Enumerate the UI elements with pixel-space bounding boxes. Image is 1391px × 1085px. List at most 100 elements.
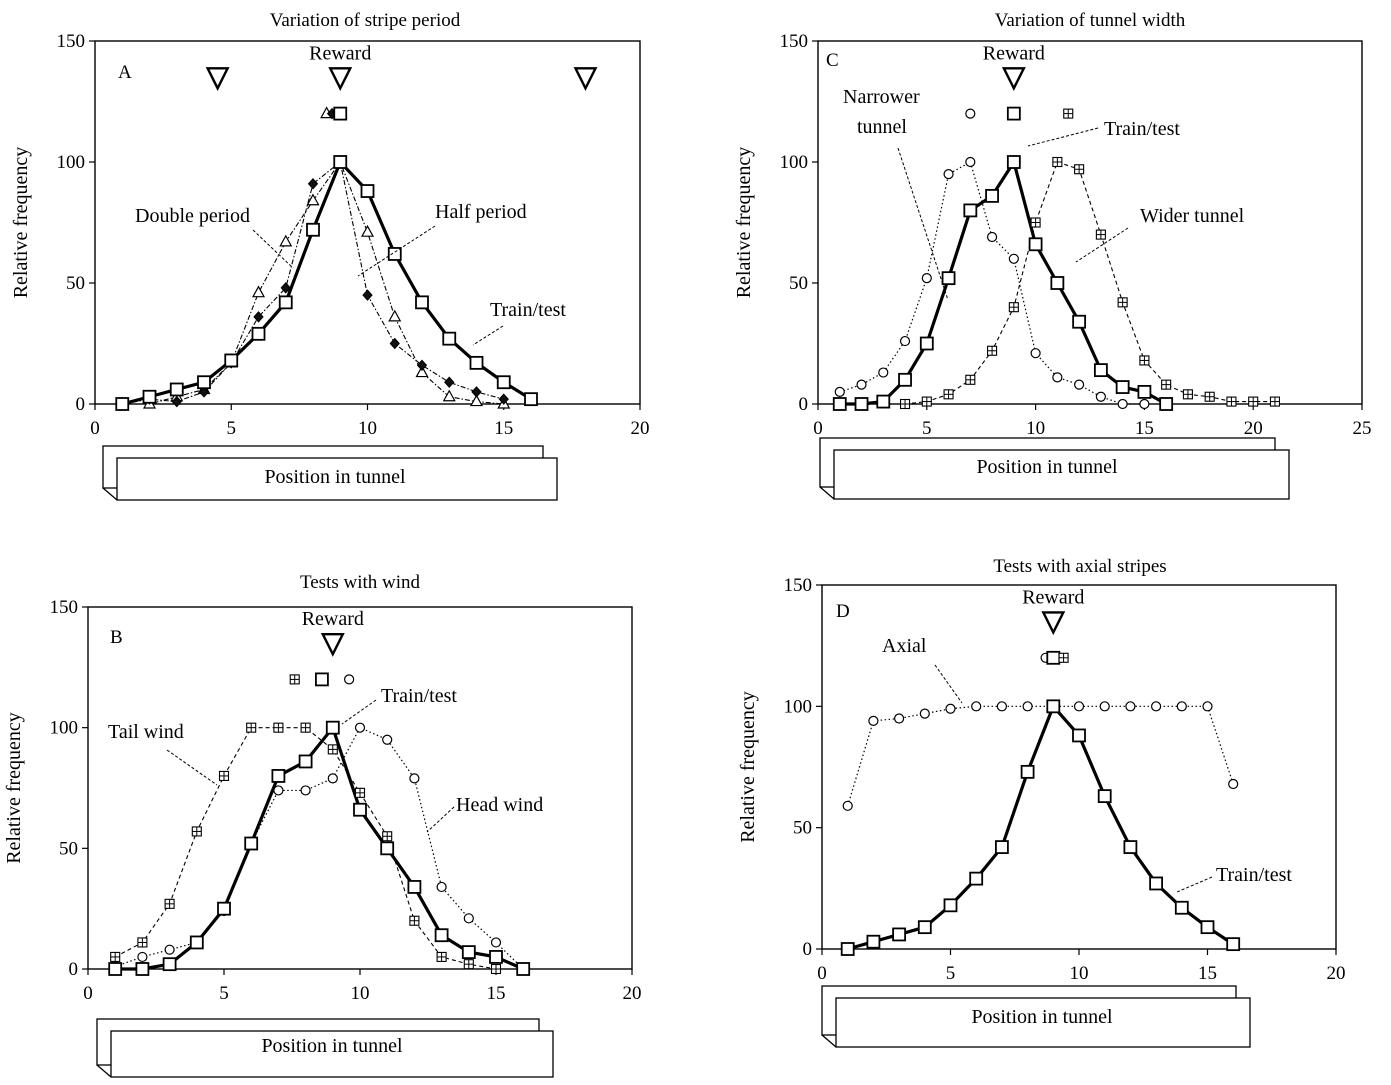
data-point (1028, 237, 1043, 252)
data-point (1139, 398, 1150, 410)
data-point (963, 203, 978, 218)
y-axis-label: Relative frequency (10, 147, 32, 299)
annotation-text: Double period (135, 205, 250, 227)
data-point (898, 372, 912, 387)
data-point (354, 787, 366, 798)
y-tick-label: 150 (57, 31, 86, 52)
data-point (1204, 391, 1215, 402)
series-markers-boxplus (110, 722, 502, 975)
data-point (985, 188, 999, 203)
data-point (965, 374, 976, 385)
chart-title: Variation of tunnel width (995, 10, 1186, 31)
y-axis-label: Relative frequency (733, 147, 755, 299)
data-point (1046, 699, 1061, 714)
data-point (108, 962, 123, 976)
annotation-text: Train/test (1104, 118, 1180, 140)
mean-marker (1058, 652, 1069, 663)
chart-title: Tests with wind (300, 572, 421, 593)
data-point (1123, 840, 1138, 854)
x-tick-label: 10 (1026, 418, 1045, 439)
annotation-leader (1176, 876, 1213, 893)
annotation-text: Wider tunnel (1140, 205, 1245, 227)
series-markers-circle (842, 701, 1239, 811)
reward-label: Reward (302, 608, 364, 630)
data-point (198, 386, 210, 398)
tunnel-box-edge (96, 1064, 112, 1078)
data-point (273, 722, 284, 733)
data-point (496, 375, 511, 390)
data-point (1052, 372, 1063, 383)
chart-panel-d: Tests with axial stripes 0 50 100 150 0 5 10 15 2… (737, 556, 1346, 1048)
y-tick-label: 150 (50, 597, 79, 618)
series-line (122, 160, 504, 405)
data-point (137, 951, 148, 963)
tunnel-box-edge (819, 486, 835, 500)
data-point (409, 915, 420, 926)
data-point (943, 389, 954, 400)
x-tick-label: 5 (227, 418, 237, 439)
x-tick-label: 0 (813, 418, 823, 439)
annotation-text: Train/test (1216, 864, 1292, 886)
annotation-leader (1027, 127, 1099, 147)
data-point (415, 295, 429, 310)
annotation-leader (934, 664, 963, 704)
data-point (987, 345, 998, 356)
annotation-leader (472, 325, 504, 346)
data-point (325, 720, 340, 735)
data-point (1020, 764, 1035, 779)
data-point (866, 934, 881, 949)
data-point (407, 880, 422, 894)
x-tick-label: 15 (1135, 418, 1154, 439)
data-point (832, 397, 847, 411)
annotation-leader (357, 225, 436, 277)
x-tick-label: 0 (83, 983, 93, 1004)
data-point (516, 962, 531, 976)
data-point (1008, 302, 1019, 313)
data-point (110, 951, 121, 962)
data-point (1099, 701, 1110, 712)
data-point (164, 944, 175, 955)
y-tick-label: 50 (793, 818, 812, 839)
y-tick-label: 0 (69, 959, 79, 980)
annotation-leader (897, 147, 949, 301)
data-point (489, 950, 503, 964)
series-line (839, 161, 1145, 405)
data-point (1030, 217, 1041, 228)
x-tick-label: 0 (817, 963, 827, 984)
data-point (1115, 380, 1130, 394)
data-point (306, 193, 320, 206)
y-tick-label: 50 (59, 838, 78, 859)
x-tick-label: 20 (631, 418, 650, 439)
data-point (1202, 701, 1213, 712)
y-axis-label: Relative frequency (3, 712, 25, 864)
reward-marker (1001, 67, 1026, 91)
data-point (941, 271, 956, 286)
annotation-leader (341, 699, 377, 725)
data-point (1137, 384, 1152, 399)
data-point (409, 773, 420, 784)
mean-marker (1006, 106, 1021, 121)
reward-marker (1041, 611, 1066, 636)
data-point (224, 353, 239, 368)
mean-marker (1046, 650, 1061, 665)
data-point (1117, 297, 1128, 308)
data-point (362, 289, 373, 301)
data-point (189, 935, 204, 950)
x-tick-label: 25 (1353, 418, 1372, 439)
data-point (969, 871, 984, 886)
data-point (842, 800, 853, 811)
data-point (1125, 701, 1136, 712)
x-tick-label: 20 (1244, 418, 1263, 439)
annotation-text: tunnel (857, 116, 907, 138)
reward-label: Reward (309, 42, 371, 64)
annotation-text: Train/test (490, 299, 566, 321)
data-point (1200, 920, 1215, 935)
x-tick-label: 20 (623, 983, 642, 1004)
data-point (1117, 398, 1128, 410)
data-point (360, 224, 375, 237)
data-point (436, 951, 447, 962)
data-point (469, 355, 484, 370)
data-point (251, 326, 266, 341)
data-point (271, 769, 286, 783)
data-point (1226, 937, 1241, 952)
